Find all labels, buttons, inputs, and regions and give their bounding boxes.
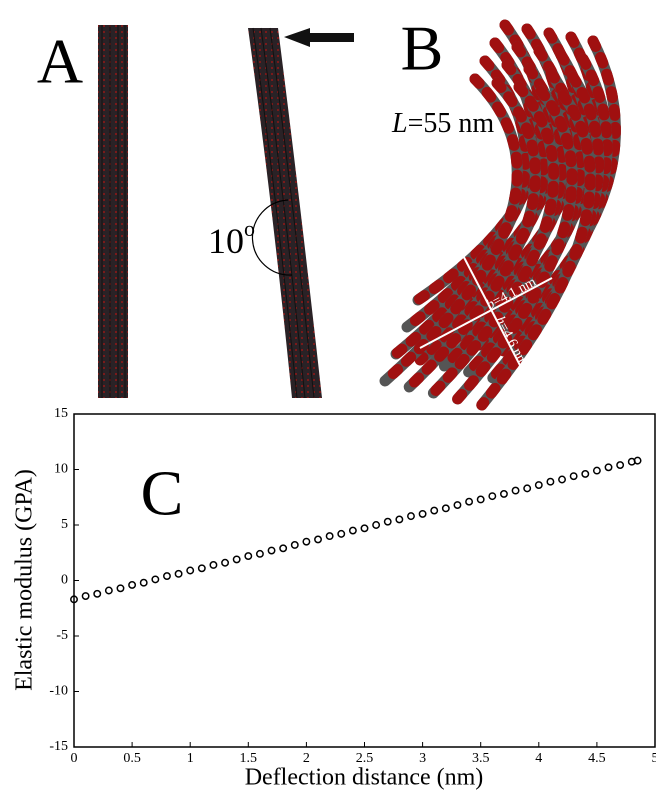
- straight-rod: [98, 25, 128, 398]
- data-point: [290, 541, 299, 549]
- data-point: [604, 463, 613, 472]
- data-point: [441, 504, 450, 513]
- data-point: [337, 529, 346, 538]
- data-point: [209, 561, 218, 569]
- data-point: [221, 558, 230, 567]
- data-point: [104, 586, 113, 595]
- data-point: [116, 584, 125, 593]
- data-point: [499, 489, 508, 498]
- data-point: [558, 475, 566, 484]
- fiber-atoms: [379, 73, 523, 387]
- data-point: [244, 552, 253, 561]
- data-point: [232, 555, 241, 564]
- data-point: [476, 495, 485, 504]
- data-point: [534, 481, 543, 489]
- y-tick-label: 10: [54, 462, 68, 477]
- length-label: L=55 nm: [391, 108, 494, 139]
- data-point: [174, 569, 183, 578]
- data-point: [418, 509, 427, 518]
- length-text: =55 nm: [408, 108, 495, 139]
- fiber-atoms: [427, 81, 560, 399]
- data-point: [511, 486, 520, 495]
- data-point: [325, 532, 334, 541]
- x-tick-label: 1: [187, 751, 194, 766]
- data-point: [267, 546, 276, 555]
- data-point: [407, 512, 415, 521]
- angle-superscript: o: [244, 216, 255, 241]
- x-tick-label: 2: [303, 751, 310, 766]
- data-point: [302, 537, 311, 546]
- x-tick-label: 1.5: [240, 751, 258, 766]
- panel-b: B L=55 nm b=4.1 nm h=4.6 nm: [379, 13, 621, 411]
- data-point: [616, 461, 625, 470]
- y-axis-label: Elastic modulus (GPA): [12, 469, 38, 691]
- data-point: [348, 526, 357, 535]
- data-point: [151, 575, 160, 584]
- data-point: [383, 517, 392, 526]
- x-tick-label: 3: [419, 751, 426, 766]
- panel-label: C: [141, 458, 184, 529]
- data-point: [581, 469, 590, 478]
- data-point: [128, 580, 137, 589]
- fiber-atoms: [476, 89, 596, 411]
- y-tick-label: -15: [49, 739, 68, 754]
- data-point: [523, 484, 532, 493]
- data-point: [592, 466, 601, 475]
- force-arrow: [284, 28, 354, 47]
- data-point: [279, 544, 288, 553]
- data-point: [546, 477, 555, 486]
- data-point: [372, 521, 381, 529]
- length-variable: L: [391, 108, 408, 139]
- data-point: [255, 549, 264, 558]
- data-point: [139, 578, 148, 587]
- x-tick-label: 4.5: [588, 751, 606, 766]
- x-tick-label: 3.5: [472, 751, 490, 766]
- fiber-atoms: [403, 77, 541, 393]
- data-point: [81, 592, 90, 600]
- x-tick-label: 5: [652, 751, 656, 766]
- x-tick-label: 0.5: [123, 751, 141, 766]
- height-line: [454, 239, 539, 401]
- data-point: [360, 524, 369, 533]
- data-point: [569, 472, 578, 481]
- panel-label: B: [401, 13, 444, 84]
- y-tick-label: -10: [49, 684, 68, 699]
- data-point: [197, 564, 206, 573]
- y-tick-label: 0: [61, 573, 68, 588]
- data-point: [465, 497, 474, 506]
- x-tick-label: 4: [535, 751, 542, 766]
- angle-arc: [251, 199, 293, 276]
- panel-label: A: [37, 26, 83, 97]
- data-point: [186, 566, 195, 575]
- straight-rod-lines: [101, 25, 126, 398]
- x-tick-label: 2.5: [356, 751, 374, 766]
- data-point: [395, 515, 404, 524]
- data-point: [430, 506, 439, 515]
- width-line: [419, 277, 553, 349]
- y-tick-label: 15: [54, 406, 68, 421]
- panel-a: A 10o: [37, 25, 354, 399]
- fiber-bundle: [379, 19, 621, 411]
- data-point: [488, 492, 497, 501]
- fiber-atoms: [452, 85, 578, 405]
- data-point: [314, 535, 322, 544]
- data-point: [93, 589, 102, 598]
- data-point: [633, 456, 642, 465]
- y-tick-label: -5: [56, 628, 68, 643]
- x-tick-label: 0: [71, 751, 78, 766]
- data-point: [70, 595, 78, 604]
- bent-rod-lines: [252, 27, 315, 399]
- data-point: [163, 572, 171, 581]
- x-axis-label: Deflection distance (nm): [245, 765, 484, 791]
- data-point: [453, 501, 462, 509]
- angle-value: 10: [208, 221, 244, 261]
- y-tick-label: 5: [61, 517, 68, 532]
- angle-label: 10o: [208, 216, 255, 261]
- chart-c: C Deflection distance (nm) Elastic modul…: [12, 406, 656, 790]
